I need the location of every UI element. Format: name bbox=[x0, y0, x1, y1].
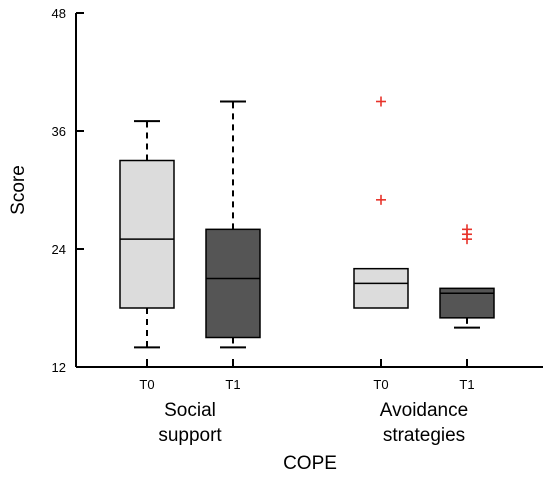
x-axis-title: COPE bbox=[283, 453, 337, 474]
box-rect bbox=[205, 228, 261, 339]
box-rect bbox=[353, 267, 409, 309]
y-tick-label: 24 bbox=[52, 242, 66, 257]
boxes: T0 T1 Social support T0 T1 Avoidance strategies bbox=[119, 96, 495, 446]
box-1-0: T0 bbox=[353, 96, 409, 392]
group-label-line: Avoidance bbox=[380, 400, 468, 421]
box-0-0: T0 bbox=[119, 120, 175, 392]
box-0-1: T1 bbox=[205, 100, 261, 392]
box-rect bbox=[119, 159, 175, 309]
outlier-point bbox=[376, 96, 386, 107]
y-tick-label: 36 bbox=[52, 124, 66, 139]
box-1-1: T1 bbox=[439, 224, 495, 392]
y-tick-label: 48 bbox=[52, 6, 66, 21]
x-tick-label: T0 bbox=[139, 377, 154, 392]
x-tick-label: T1 bbox=[225, 377, 240, 392]
y-tick-label: 12 bbox=[52, 360, 66, 375]
x-tick-label: T1 bbox=[459, 377, 474, 392]
outlier-point bbox=[376, 194, 386, 205]
y-axis-title: Score bbox=[8, 165, 29, 215]
x-tick-label: T0 bbox=[373, 377, 388, 392]
group-label-line: support bbox=[158, 425, 222, 446]
group-label-line: Social bbox=[164, 400, 216, 421]
y-axis: 12 24 36 48 bbox=[52, 6, 84, 375]
outlier-point bbox=[462, 224, 472, 235]
group-label-line: strategies bbox=[383, 425, 465, 446]
